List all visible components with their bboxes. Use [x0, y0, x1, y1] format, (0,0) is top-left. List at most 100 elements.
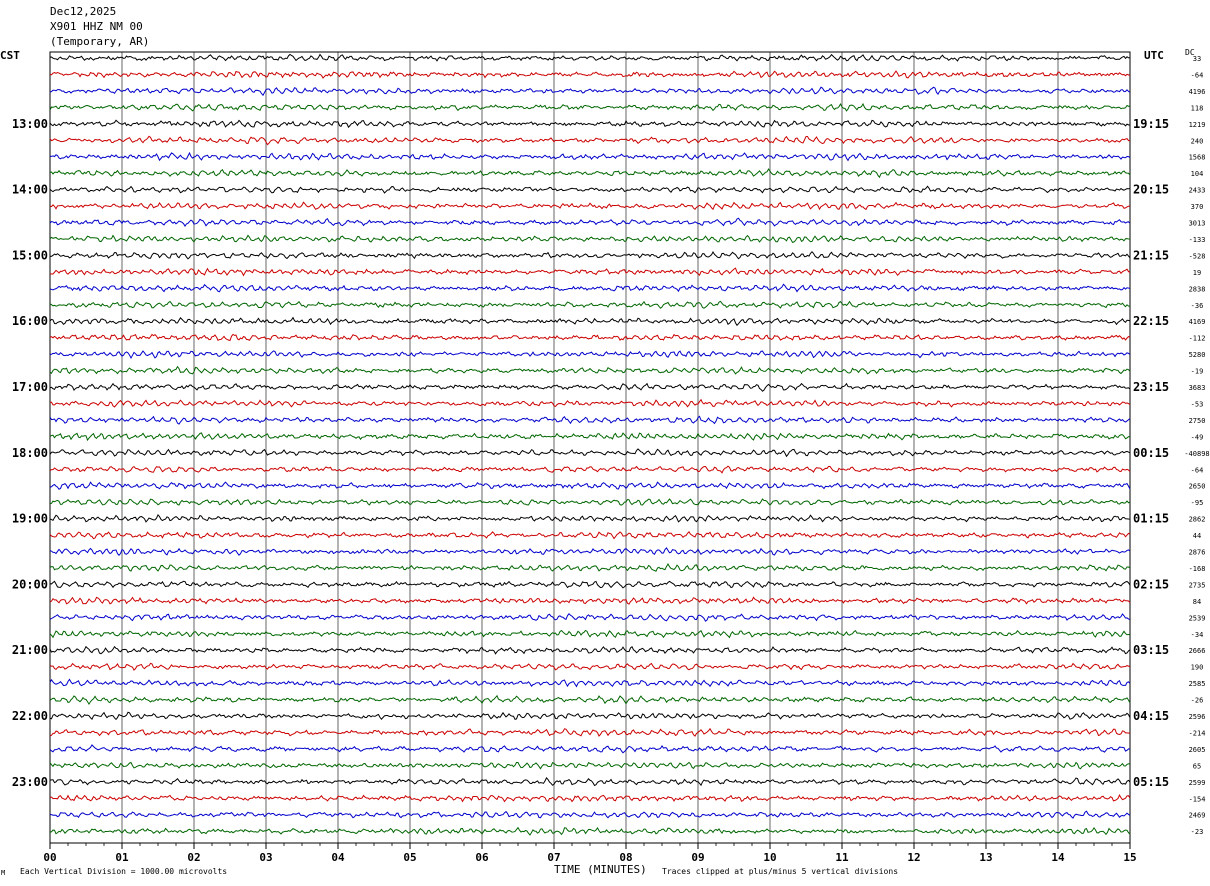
dc-offset-value: 2650 — [1189, 483, 1206, 491]
dc-offset-value: 2469 — [1189, 812, 1206, 820]
x-tick-label: 05 — [403, 851, 416, 864]
plot-date: Dec12,2025 — [50, 5, 117, 18]
right-hour-label: 04:15 — [1133, 709, 1169, 723]
dc-offset-value: 240 — [1191, 137, 1204, 145]
trace-line — [49, 613, 1131, 622]
dc-offset-value: -133 — [1189, 236, 1206, 244]
trace-line — [49, 744, 1131, 754]
trace-line — [49, 53, 1131, 62]
right-hour-label: 03:15 — [1133, 643, 1169, 657]
left-hour-label: 15:00 — [12, 248, 48, 262]
x-tick-label: 10 — [763, 851, 776, 864]
trace-line — [49, 531, 1131, 540]
dc-offset-header: DC — [1185, 48, 1195, 57]
corner-mark: M — [1, 869, 6, 877]
dc-offset-value: 2605 — [1189, 746, 1206, 754]
dc-offset-value: 44 — [1193, 532, 1201, 540]
dc-offset-value: 1568 — [1189, 154, 1206, 162]
dc-offset-value: -214 — [1189, 729, 1206, 737]
dc-offset-value: -34 — [1191, 631, 1204, 639]
trace-line — [49, 810, 1131, 819]
dc-offset-value: -49 — [1191, 433, 1204, 441]
trace-line — [49, 217, 1131, 227]
left-hour-label: 20:00 — [12, 577, 48, 591]
left-hour-label: 18:00 — [12, 446, 48, 460]
trace-line — [49, 727, 1131, 737]
trace-line — [49, 678, 1131, 688]
trace-line — [49, 645, 1131, 655]
dc-offset-value: -19 — [1191, 368, 1204, 376]
dc-offset-value: -40898 — [1184, 450, 1209, 458]
dc-offset-value: -154 — [1189, 795, 1206, 803]
dc-offset-value: -26 — [1191, 697, 1204, 705]
right-timezone-label: UTC — [1144, 49, 1164, 62]
dc-offset-value: 2862 — [1189, 516, 1206, 524]
clip-note: Traces clipped at plus/minus 5 vertical … — [662, 867, 899, 876]
x-tick-label: 02 — [187, 851, 200, 864]
trace-line — [49, 365, 1131, 375]
trace-line — [49, 201, 1131, 211]
dc-offset-value: 19 — [1193, 269, 1201, 277]
trace-line — [49, 596, 1131, 605]
trace-line — [49, 562, 1131, 572]
left-hour-label: 17:00 — [12, 380, 48, 394]
trace-line — [49, 547, 1131, 557]
trace-line — [49, 234, 1131, 243]
trace-line — [49, 629, 1131, 639]
dc-offset-value: 2735 — [1189, 581, 1206, 589]
trace-line — [49, 448, 1131, 458]
dc-offset-value: -53 — [1191, 400, 1204, 408]
trace-line — [49, 826, 1131, 836]
dc-offset-value: 3683 — [1189, 384, 1206, 392]
dc-offset-value: -528 — [1189, 252, 1206, 260]
dc-offset-value: -112 — [1189, 335, 1206, 343]
trace-line — [49, 694, 1131, 706]
trace-line — [49, 350, 1131, 359]
dc-offset-value: 2596 — [1189, 713, 1206, 721]
trace-line — [49, 185, 1131, 194]
dc-offset-value: 118 — [1191, 104, 1204, 112]
x-tick-label: 09 — [691, 851, 704, 864]
trace-line — [49, 119, 1131, 129]
station-location: (Temporary, AR) — [50, 35, 150, 48]
trace-line — [49, 70, 1131, 79]
trace-line — [49, 151, 1131, 162]
x-tick-label: 07 — [547, 851, 560, 864]
trace-line — [49, 432, 1131, 442]
trace-line — [49, 498, 1131, 506]
left-hour-label: 13:00 — [12, 117, 48, 131]
right-hour-label: 22:15 — [1133, 314, 1169, 328]
trace-line — [49, 794, 1131, 803]
x-tick-label: 00 — [43, 851, 56, 864]
dc-offset-value: -168 — [1189, 565, 1206, 573]
left-hour-label: 21:00 — [12, 643, 48, 657]
dc-offset-value: 2585 — [1189, 680, 1206, 688]
right-hour-label: 20:15 — [1133, 183, 1169, 197]
dc-offset-value: 2666 — [1189, 647, 1206, 655]
dc-offset-value: 4169 — [1189, 318, 1206, 326]
right-hour-label: 23:15 — [1133, 380, 1169, 394]
dc-offset-value: -95 — [1191, 499, 1204, 507]
dc-offset-value: -64 — [1191, 71, 1204, 79]
dc-offset-value: 84 — [1193, 598, 1201, 606]
trace-lines — [49, 53, 1131, 836]
dc-offset-value: 2750 — [1189, 417, 1206, 425]
trace-line — [49, 662, 1131, 671]
x-tick-label: 14 — [1051, 851, 1065, 864]
x-tick-label: 11 — [835, 851, 849, 864]
dc-offset-value: 3013 — [1189, 220, 1206, 228]
trace-line — [49, 267, 1131, 277]
x-tick-label: 04 — [331, 851, 345, 864]
trace-line — [49, 102, 1131, 112]
trace-line — [49, 481, 1131, 490]
right-hour-label: 01:15 — [1133, 512, 1169, 526]
dc-offset-value: -36 — [1191, 302, 1204, 310]
x-tick-label: 06 — [475, 851, 489, 864]
x-tick-label: 12 — [907, 851, 920, 864]
dc-offset-value: 33 — [1193, 55, 1201, 63]
trace-line — [49, 283, 1131, 293]
x-tick-label: 08 — [619, 851, 632, 864]
left-hour-label: 22:00 — [12, 709, 48, 723]
dc-offset-value: 370 — [1191, 203, 1204, 211]
